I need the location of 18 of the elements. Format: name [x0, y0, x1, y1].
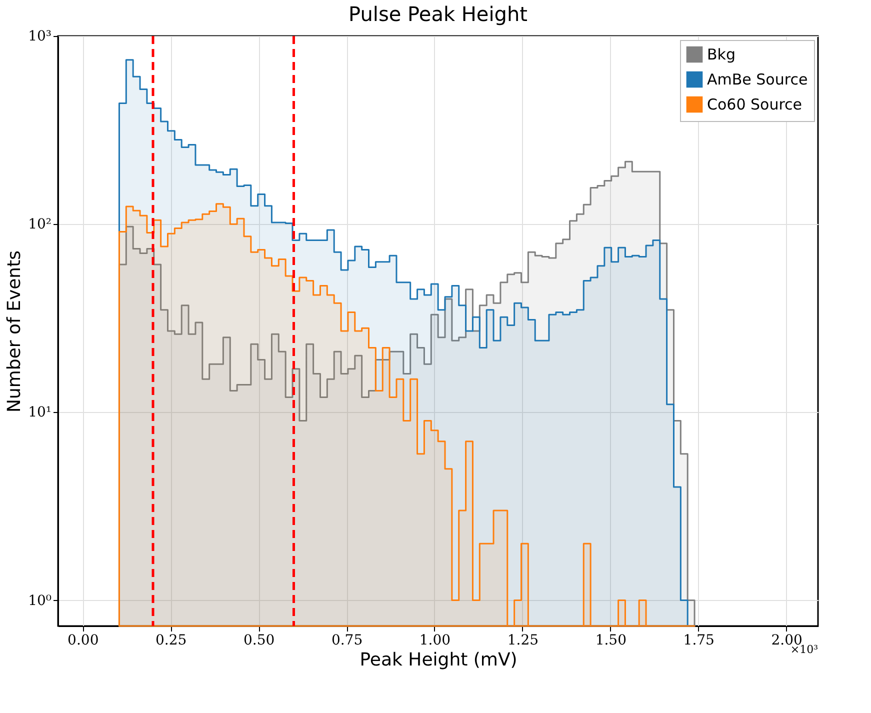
chart-title: Pulse Peak Height [348, 2, 528, 26]
y-tick-label: 10⁰ [28, 592, 52, 609]
x-tick-label: 1.50 [595, 632, 626, 648]
legend-label: Bkg [707, 46, 736, 64]
x-tick-label: 0.75 [331, 632, 363, 648]
x-tick-label: 1.00 [419, 632, 451, 648]
x-axis-title: Peak Height (mV) [360, 650, 518, 670]
x-tick-label: 1.75 [683, 632, 714, 648]
y-tick-label: 10² [28, 216, 52, 233]
y-tick-label: 10¹ [28, 404, 52, 421]
x-tick-label: 1.25 [507, 632, 539, 648]
y-axis-title: Number of Events [4, 250, 26, 413]
x-tick-label: 0.50 [243, 632, 275, 648]
y-tick-label: 10³ [28, 28, 52, 44]
x-tick-label: 0.00 [68, 632, 99, 648]
x-tick-label: 0.25 [156, 632, 187, 648]
legend-label: AmBe Source [707, 70, 808, 88]
legend-label: Co60 Source [707, 96, 802, 114]
